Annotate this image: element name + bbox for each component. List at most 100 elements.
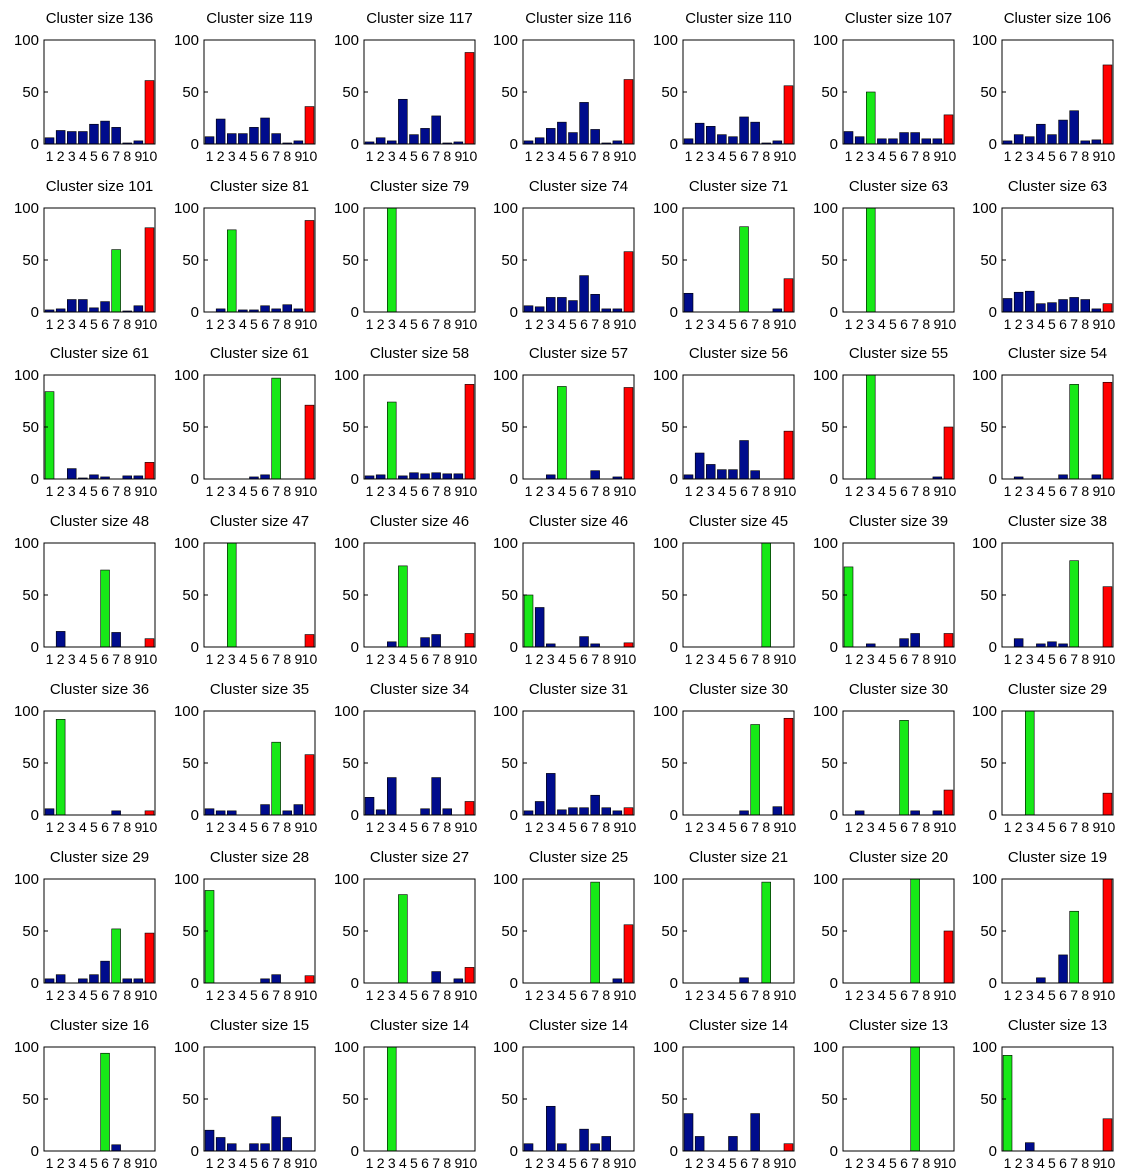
x-tick-label: 8 — [922, 819, 930, 835]
x-tick-label: 5 — [250, 1155, 258, 1171]
x-tick-label: 2 — [377, 987, 385, 1003]
bar — [442, 473, 452, 480]
chart-title: Cluster size 79 — [370, 178, 469, 195]
bar — [534, 607, 545, 648]
bar — [590, 643, 600, 648]
x-tick-label: 7 — [751, 651, 759, 667]
axes-box — [1001, 1046, 1114, 1152]
y-tick-label: 50 — [182, 923, 199, 940]
x-tick-label: 5 — [90, 1155, 98, 1171]
y-tick-label: 50 — [342, 84, 359, 101]
x-tick-label: 7 — [591, 819, 599, 835]
x-tick-label: 6 — [101, 651, 109, 667]
bar — [1002, 298, 1013, 313]
bar — [783, 278, 794, 313]
bar — [772, 308, 783, 313]
x-tick-label: 9 — [933, 651, 941, 667]
x-tick-label: 2 — [377, 148, 385, 164]
x-tick-label: 3 — [547, 651, 555, 667]
axes-box — [363, 207, 476, 313]
x-tick-label: 9 — [773, 987, 781, 1003]
x-tick-label: 7 — [272, 316, 280, 332]
x-tick-label: 1 — [46, 987, 54, 1003]
x-tick-label: 8 — [602, 1155, 610, 1171]
x-tick-label: 4 — [878, 987, 886, 1003]
x-tick-label: 8 — [123, 483, 131, 499]
x-tick-label: 6 — [580, 483, 588, 499]
x-tick-label: 6 — [101, 483, 109, 499]
x-tick-label: 4 — [239, 1155, 247, 1171]
bar — [1025, 136, 1035, 145]
bar — [750, 1113, 760, 1152]
x-tick-label: 1 — [366, 316, 374, 332]
bar — [55, 130, 66, 145]
x-tick-label: 4 — [718, 651, 726, 667]
y-tick-label: 50 — [661, 419, 678, 436]
x-tick-label: 6 — [900, 651, 908, 667]
chart-panel: Cluster size 57 0 50 100 1 2 3 4 5 6 7 8 9 10 — [493, 345, 636, 499]
bar — [783, 717, 794, 816]
x-tick-label: 1 — [845, 483, 853, 499]
chart-title: Cluster size 15 — [210, 1017, 309, 1034]
bar — [238, 133, 248, 145]
y-tick-label: 0 — [31, 471, 39, 488]
bar — [44, 309, 55, 313]
axes-box — [203, 542, 316, 648]
x-tick-label: 10 — [621, 316, 637, 332]
x-tick-label: 7 — [591, 987, 599, 1003]
x-tick-label: 6 — [580, 651, 588, 667]
bar — [1058, 299, 1068, 313]
x-tick-label: 4 — [79, 651, 87, 667]
x-tick-label: 5 — [1048, 316, 1056, 332]
axes-box — [363, 878, 476, 984]
x-tick-label: 2 — [536, 651, 544, 667]
bar — [1102, 64, 1113, 145]
bar — [694, 1136, 705, 1152]
y-tick-label: 0 — [31, 975, 39, 992]
y-tick-label: 0 — [510, 639, 518, 656]
x-tick-label: 5 — [410, 483, 418, 499]
x-tick-label: 1 — [46, 148, 54, 164]
bar — [89, 474, 99, 480]
y-tick-label: 0 — [510, 136, 518, 153]
y-tick-label: 100 — [493, 703, 518, 720]
axes-box — [203, 710, 316, 816]
axes-box — [522, 39, 635, 145]
chart-panel: Cluster size 25 0 50 100 1 2 3 4 5 6 7 8 9 10 — [493, 849, 636, 1003]
bar — [1025, 1142, 1035, 1152]
bar — [1013, 638, 1024, 648]
x-tick-label: 2 — [856, 148, 864, 164]
x-tick-label: 1 — [46, 316, 54, 332]
y-tick-label: 100 — [813, 1039, 838, 1056]
x-tick-label: 3 — [228, 1155, 236, 1171]
bar — [557, 1143, 567, 1152]
axes-box — [1001, 207, 1114, 313]
y-tick-label: 50 — [980, 252, 997, 269]
x-tick-label: 5 — [729, 483, 737, 499]
y-tick-label: 0 — [191, 471, 199, 488]
x-tick-label: 5 — [1048, 819, 1056, 835]
bar — [1080, 140, 1090, 145]
bar — [442, 808, 452, 816]
x-tick-label: 7 — [112, 987, 120, 1003]
x-tick-label: 10 — [781, 483, 797, 499]
x-tick-label: 8 — [762, 148, 770, 164]
y-tick-label: 0 — [830, 639, 838, 656]
bar — [55, 308, 66, 313]
bar — [122, 310, 132, 313]
y-tick-label: 100 — [174, 367, 199, 384]
x-tick-label: 1 — [845, 819, 853, 835]
bar — [739, 226, 749, 313]
x-tick-label: 5 — [729, 316, 737, 332]
x-tick-label: 9 — [613, 483, 621, 499]
bar — [612, 476, 623, 480]
bar — [623, 807, 634, 816]
x-tick-label: 8 — [123, 1155, 131, 1171]
y-tick-label: 50 — [501, 755, 518, 772]
bar — [546, 297, 556, 313]
bar — [464, 52, 475, 145]
x-tick-label: 3 — [707, 1155, 715, 1171]
